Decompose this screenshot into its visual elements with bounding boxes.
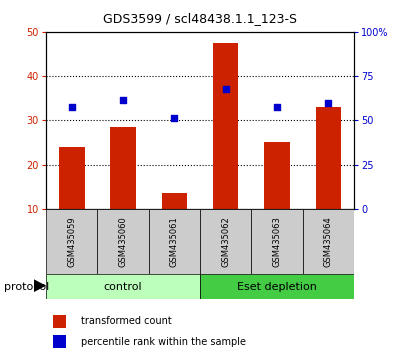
Text: GDS3599 / scl48438.1.1_123-S: GDS3599 / scl48438.1.1_123-S <box>103 12 297 25</box>
Text: GSM435060: GSM435060 <box>118 216 128 267</box>
Bar <box>162 193 187 209</box>
Point <box>222 86 229 92</box>
Text: GSM435064: GSM435064 <box>324 216 333 267</box>
Bar <box>149 209 200 274</box>
Point <box>120 98 126 103</box>
Text: GSM435061: GSM435061 <box>170 216 179 267</box>
Bar <box>251 209 303 274</box>
Text: transformed count: transformed count <box>81 316 172 326</box>
Bar <box>53 335 66 348</box>
Bar <box>97 209 149 274</box>
Text: control: control <box>104 282 142 292</box>
Polygon shape <box>34 279 46 292</box>
Bar <box>53 315 66 327</box>
Bar <box>46 209 97 274</box>
Text: GSM435063: GSM435063 <box>272 216 282 267</box>
Bar <box>200 209 251 274</box>
Text: protocol: protocol <box>4 282 49 292</box>
Point <box>274 104 280 110</box>
Point <box>171 115 178 121</box>
Point <box>325 100 332 105</box>
Bar <box>264 143 290 209</box>
Bar <box>303 209 354 274</box>
Bar <box>59 147 84 209</box>
Text: percentile rank within the sample: percentile rank within the sample <box>81 337 246 347</box>
Text: Eset depletion: Eset depletion <box>237 282 317 292</box>
Text: GSM435059: GSM435059 <box>67 216 76 267</box>
Bar <box>110 127 136 209</box>
Point <box>68 104 75 110</box>
Text: GSM435062: GSM435062 <box>221 216 230 267</box>
Bar <box>46 274 200 299</box>
Bar <box>213 43 238 209</box>
Bar <box>316 107 341 209</box>
Bar <box>200 274 354 299</box>
